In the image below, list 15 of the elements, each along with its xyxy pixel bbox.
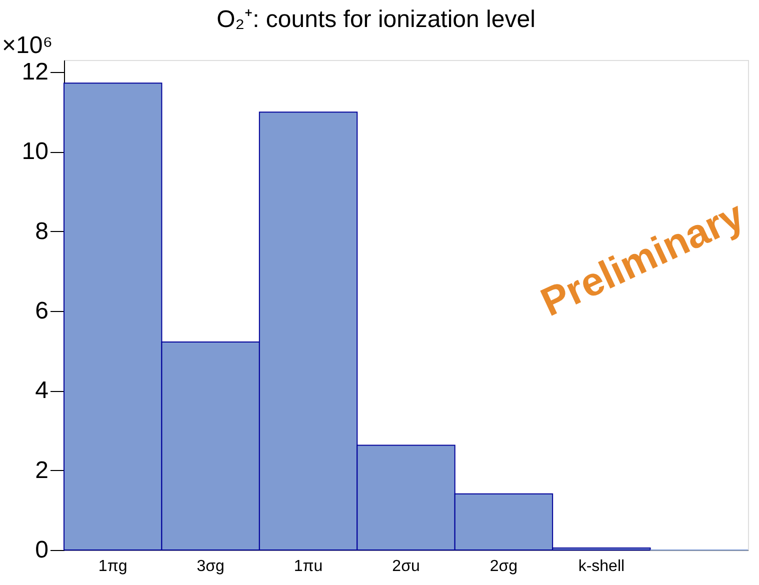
- y-tick-label: 8: [35, 218, 48, 245]
- y-tick-label: 0: [35, 536, 48, 564]
- x-tick-label: 2σu: [392, 558, 420, 575]
- x-tick-label: 2σg: [490, 558, 518, 575]
- x-tick-label: 1πu: [294, 558, 323, 575]
- y-axis-title: ×10⁶: [2, 32, 53, 59]
- x-tick-label: 3σg: [196, 558, 224, 575]
- chart-title: O₂⁺: counts for ionization level: [216, 6, 536, 33]
- x-tick-label: 1πg: [98, 558, 128, 575]
- y-tick-label: 2: [35, 456, 48, 484]
- y-tick-label: 12: [22, 58, 48, 86]
- y-tick-label: 10: [22, 138, 48, 166]
- y-tick-label: 4: [35, 377, 48, 404]
- x-tick-label: k-shell: [578, 558, 625, 575]
- y-tick-label: 6: [35, 297, 48, 324]
